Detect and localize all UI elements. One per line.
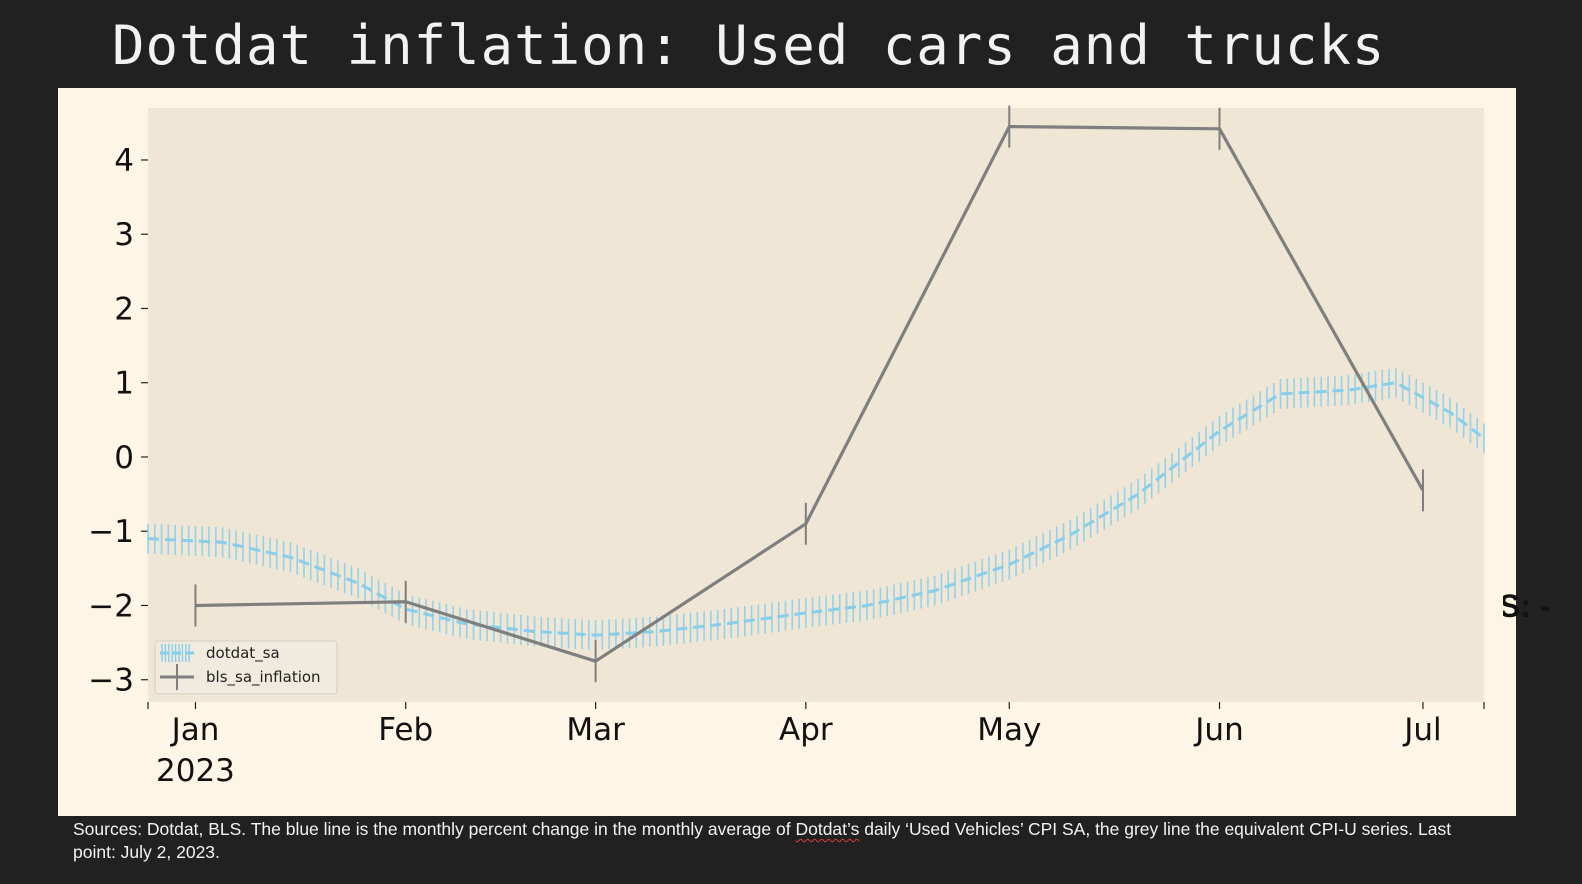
- x-tick-label: Apr: [779, 712, 833, 748]
- y-tick-label: −3: [88, 663, 134, 699]
- y-tick-label: 0: [114, 440, 134, 476]
- legend-box: [154, 640, 338, 695]
- slide-title: Dotdat inflation: Used cars and trucks: [112, 14, 1386, 77]
- series-bls-sa-inflation: [194, 105, 1425, 683]
- x-tick-label: May: [977, 712, 1041, 748]
- caption-text-before: Sources: Dotdat, BLS. The blue line is t…: [73, 819, 796, 839]
- x-tick-label: Feb: [378, 712, 433, 748]
- y-tick-label: −2: [88, 588, 134, 624]
- caption-underlined-word: Dotdat’s: [795, 819, 860, 839]
- clipped-text-fragment: S: -: [1503, 588, 1551, 624]
- caption-text-after: daily ‘Used Vehicles’ CPI SA, the grey l…: [73, 819, 1452, 862]
- y-tick-label: 2: [114, 291, 134, 327]
- x-tick-label: Jul: [1402, 712, 1441, 748]
- series-dotdat-sa: [147, 367, 1485, 651]
- source-caption: Sources: Dotdat, BLS. The blue line is t…: [73, 818, 1493, 864]
- chart-legend: dotdat_sa bls_sa_inflation: [154, 640, 338, 695]
- y-tick-label: 4: [114, 143, 134, 179]
- x-tick-label: Jun: [1193, 712, 1243, 748]
- y-tick-label: 1: [114, 366, 134, 402]
- legend-label-bls: bls_sa_inflation: [206, 668, 321, 687]
- y-tick-label: 3: [114, 217, 134, 253]
- legend-label-dotdat: dotdat_sa: [206, 644, 280, 663]
- x-tick-label: 2023: [156, 753, 235, 789]
- dotdat-line: [147, 381, 1485, 637]
- y-tick-label: −1: [88, 514, 134, 550]
- x-tick-label: Mar: [566, 712, 625, 748]
- x-tick-label: Jan: [170, 712, 220, 748]
